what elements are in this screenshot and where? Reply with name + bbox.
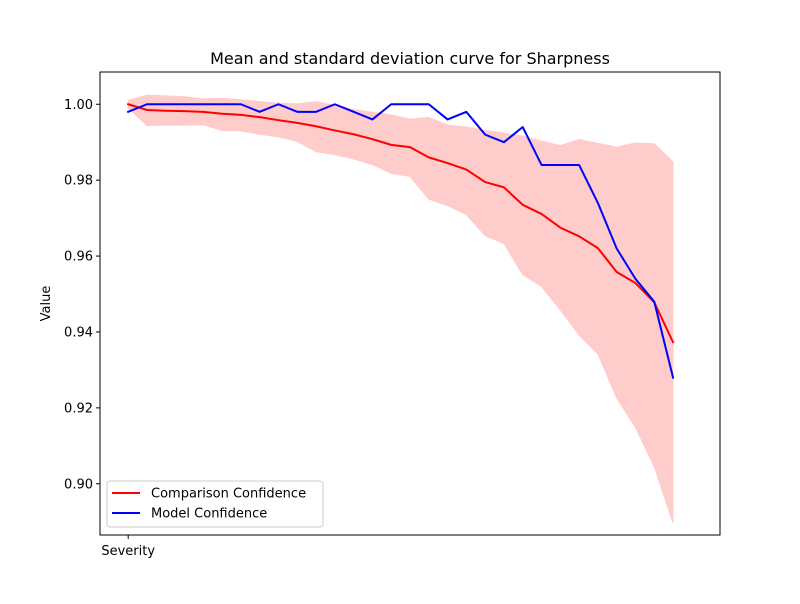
chart-title: Mean and standard deviation curve for Sh… [210,49,610,68]
plot-layer [126,94,675,524]
y-tick-label: 0.98 [64,174,93,189]
series-line-0 [126,103,675,344]
std-deviation-band [127,94,674,524]
y-tick-label: 0.94 [64,325,93,340]
axes-layer: 0.90 0.92 0.94 0.96 0.98 1.00 Severity [64,71,721,559]
y-tick-label: 0.90 [64,477,93,492]
series-line-1 [126,103,675,379]
axes-frame [99,71,721,536]
y-tick-label: 0.96 [64,250,93,265]
legend-box [106,480,324,528]
legend-label-0: Comparison Confidence [151,487,306,502]
y-axis-label: Value [39,286,54,322]
legend: Comparison Confidence Model Confidence [106,480,324,528]
x-tick-label: Severity [101,544,155,559]
legend-label-1: Model Confidence [151,507,267,522]
y-tick-label: 0.92 [64,401,93,416]
y-tick-label: 1.00 [64,98,93,113]
